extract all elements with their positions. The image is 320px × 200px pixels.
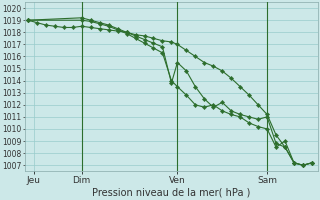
X-axis label: Pression niveau de la mer( hPa ): Pression niveau de la mer( hPa ) (92, 188, 251, 198)
